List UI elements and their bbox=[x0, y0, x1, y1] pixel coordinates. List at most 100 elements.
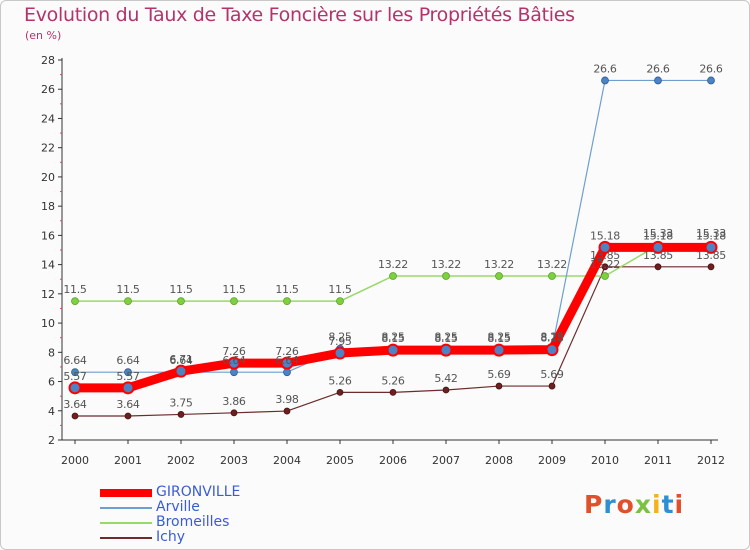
data-point-bromeilles bbox=[283, 297, 291, 306]
data-label-arville: 26.6 bbox=[593, 62, 617, 75]
y-tick-label: 20 bbox=[41, 171, 55, 184]
data-label-ichy: 3.64 bbox=[63, 398, 87, 411]
data-point-ichy bbox=[177, 411, 185, 418]
y-tick-label: 18 bbox=[41, 200, 55, 213]
data-label-bromeilles: 11.5 bbox=[275, 283, 299, 296]
data-point-bromeilles bbox=[230, 297, 238, 306]
y-tick-label: 24 bbox=[41, 112, 55, 125]
x-tick-label: 2003 bbox=[220, 454, 248, 467]
data-point-ichy bbox=[442, 386, 450, 394]
legend-swatch bbox=[100, 507, 152, 509]
chart-title: Evolution du Taux de Taxe Foncière sur l… bbox=[24, 4, 575, 26]
data-label-gironville: 7.26 bbox=[222, 345, 246, 358]
y-tick-label: 28 bbox=[41, 54, 55, 67]
data-point-arville bbox=[71, 368, 79, 377]
series-line-arville bbox=[74, 79, 712, 373]
data-point-arville bbox=[654, 76, 662, 85]
y-tick-label: 22 bbox=[41, 142, 55, 155]
data-point-bromeilles bbox=[548, 272, 556, 280]
y-tick-label: 26 bbox=[41, 83, 55, 96]
data-label-ichy: 3.98 bbox=[275, 393, 299, 406]
y-tick-label: 2 bbox=[48, 434, 55, 447]
legend-label: Ichy bbox=[156, 529, 185, 545]
data-point-ichy bbox=[654, 263, 662, 271]
x-tick-label: 2005 bbox=[326, 454, 354, 467]
data-label-gironville: 5.57 bbox=[116, 370, 140, 383]
data-point-arville bbox=[283, 368, 291, 377]
data-point-ichy bbox=[230, 409, 238, 417]
legend-swatch bbox=[100, 522, 152, 524]
legend-swatch bbox=[100, 537, 152, 539]
data-label-arville: 8.25 bbox=[487, 331, 511, 344]
legend-label: GIRONVILLE bbox=[156, 484, 241, 500]
x-tick-label: 2000 bbox=[61, 454, 89, 467]
data-point-gironville bbox=[704, 240, 718, 254]
data-point-gironville bbox=[386, 343, 400, 357]
data-point-gironville bbox=[333, 346, 347, 360]
legend-label: Arville bbox=[156, 499, 200, 515]
y-tick-label: 14 bbox=[41, 259, 55, 272]
data-label-ichy: 5.42 bbox=[434, 372, 457, 385]
data-point-ichy bbox=[389, 388, 397, 396]
y-tick-label: 6 bbox=[48, 376, 55, 389]
y-tick-label: 8 bbox=[48, 346, 55, 359]
data-label-bromeilles: 11.5 bbox=[169, 283, 193, 296]
data-label-gironville: 15.18 bbox=[643, 229, 673, 242]
x-tick-label: 2009 bbox=[538, 454, 566, 467]
data-label-bromeilles: 13.22 bbox=[590, 258, 620, 271]
data-label-arville: 8.25 bbox=[381, 331, 405, 344]
y-axis-unit: (en %) bbox=[25, 29, 62, 42]
x-tick-label: 2008 bbox=[485, 454, 513, 467]
x-tick-label: 2007 bbox=[432, 454, 460, 467]
data-point-gironville bbox=[651, 240, 665, 254]
data-point-ichy bbox=[71, 412, 79, 420]
data-point-gironville bbox=[174, 364, 188, 378]
data-label-gironville: 5.57 bbox=[63, 370, 87, 383]
data-point-bromeilles bbox=[389, 272, 397, 280]
data-label-ichy: 3.75 bbox=[169, 396, 193, 409]
y-tick-label: 4 bbox=[48, 405, 55, 418]
data-label-bromeilles: 15.33 bbox=[643, 227, 673, 240]
data-label-arville: 8.25 bbox=[328, 331, 352, 344]
data-label-gironville: 15.18 bbox=[590, 229, 620, 242]
data-point-ichy bbox=[124, 412, 132, 420]
x-tick-label: 2012 bbox=[697, 454, 725, 467]
x-tick-label: 2001 bbox=[114, 454, 142, 467]
data-label-arville: 8.25 bbox=[434, 331, 458, 344]
data-label-ichy: 5.69 bbox=[540, 368, 564, 381]
data-point-bromeilles bbox=[336, 297, 344, 306]
data-point-gironville bbox=[439, 343, 453, 357]
data-point-arville bbox=[124, 368, 132, 377]
data-point-arville bbox=[707, 76, 715, 85]
data-point-gironville bbox=[121, 381, 135, 395]
x-tick-label: 2010 bbox=[591, 454, 619, 467]
data-label-ichy: 3.64 bbox=[116, 398, 140, 411]
data-label-gironville: 8.18 bbox=[540, 332, 564, 345]
data-label-bromeilles: 11.5 bbox=[63, 283, 87, 296]
legend-swatch bbox=[100, 489, 152, 497]
data-label-ichy: 13.85 bbox=[696, 249, 726, 262]
data-label-bromeilles: 11.5 bbox=[328, 283, 352, 296]
data-point-gironville bbox=[492, 343, 506, 357]
y-tick-label: 16 bbox=[41, 229, 55, 242]
data-label-arville: 6.64 bbox=[275, 354, 299, 367]
data-label-ichy: 13.85 bbox=[590, 249, 620, 262]
data-label-ichy: 5.26 bbox=[328, 374, 352, 387]
data-point-gironville bbox=[598, 240, 612, 254]
data-label-gironville: 6.71 bbox=[169, 353, 192, 366]
data-label-bromeilles: 13.22 bbox=[431, 258, 461, 271]
data-point-gironville bbox=[545, 343, 559, 357]
x-tick-label: 2004 bbox=[273, 454, 301, 467]
data-point-ichy bbox=[283, 407, 291, 415]
data-label-gironville: 7.26 bbox=[275, 345, 299, 358]
data-label-gironville: 8.15 bbox=[381, 332, 405, 345]
data-label-bromeilles: 11.5 bbox=[116, 283, 140, 296]
x-tick-label: 2006 bbox=[379, 454, 407, 467]
data-label-arville: 8.25 bbox=[540, 331, 564, 344]
data-label-bromeilles: 13.22 bbox=[484, 258, 514, 271]
legend-label: Bromeilles bbox=[156, 514, 230, 530]
data-point-arville bbox=[230, 368, 238, 377]
data-point-bromeilles bbox=[124, 297, 132, 306]
data-label-ichy: 5.69 bbox=[487, 368, 511, 381]
